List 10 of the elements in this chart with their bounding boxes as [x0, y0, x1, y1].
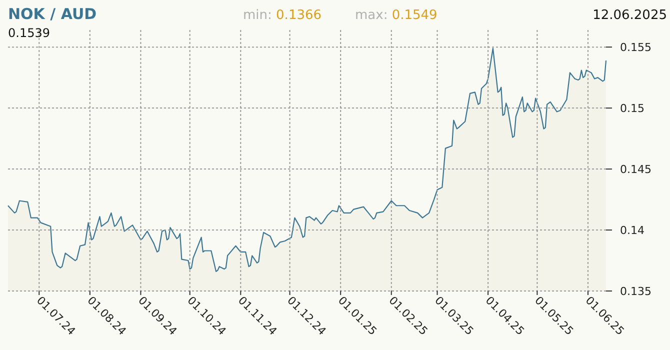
text: max: 0.1549 [355, 8, 438, 23]
y-tick-label: 0.14 [620, 224, 644, 237]
annotation: 0.1539 [8, 26, 50, 40]
text: min: 0.1366 [243, 8, 322, 23]
chart-title: NOK / AUD [8, 5, 97, 23]
y-tick-label: 0.15 [620, 102, 644, 115]
y-tick-label: 0.145 [620, 162, 652, 176]
y-tick-label: 0.155 [620, 40, 652, 54]
text: 12.06.2025 [592, 8, 667, 23]
y-tick-label: 0.135 [620, 284, 652, 298]
